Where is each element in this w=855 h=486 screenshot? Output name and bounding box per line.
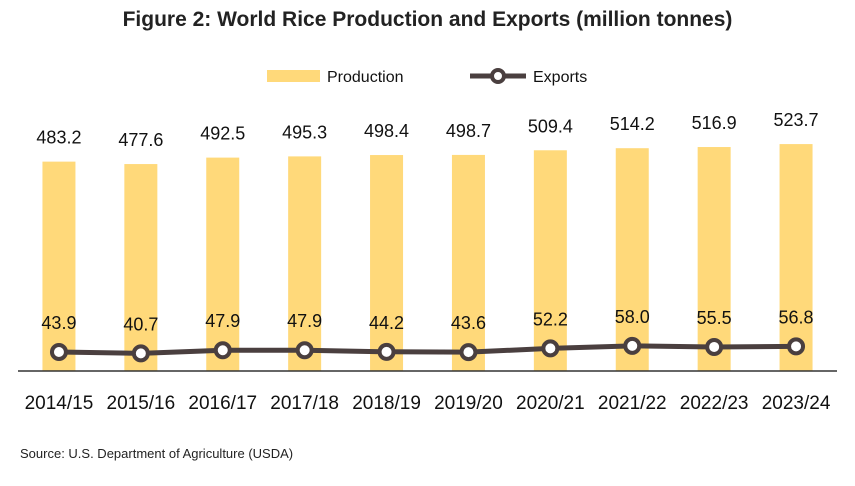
production-label-2017/18: 495.3 bbox=[282, 122, 327, 142]
exports-label-2015/16: 40.7 bbox=[123, 314, 158, 334]
exports-label-2019/20: 43.6 bbox=[451, 313, 486, 333]
exports-label-2023/24: 56.8 bbox=[779, 307, 814, 327]
x-tick-2017/18: 2017/18 bbox=[270, 393, 339, 414]
chart-area: Production Exports 483.2 477.6 492.5 495.3 4… bbox=[18, 68, 837, 414]
legend-production-label: Production bbox=[327, 69, 404, 86]
exports-marker-2015/16 bbox=[131, 344, 150, 363]
production-bar-2016/17 bbox=[206, 157, 240, 371]
production-bar-2021/22 bbox=[615, 148, 649, 371]
legend-exports-label: Exports bbox=[533, 69, 587, 86]
production-label-2020/21: 509.4 bbox=[528, 116, 573, 136]
exports-marker-2023/24 bbox=[787, 337, 806, 356]
exports-line bbox=[58, 343, 797, 356]
production-label-2014/15: 483.2 bbox=[36, 128, 81, 148]
x-tick-2022/23: 2022/23 bbox=[680, 393, 749, 414]
x-tick-2018/19: 2018/19 bbox=[352, 393, 421, 414]
x-tick-2023/24: 2023/24 bbox=[762, 393, 831, 414]
exports-label-2021/22: 58.0 bbox=[615, 307, 650, 327]
x-tick-2021/22: 2021/22 bbox=[598, 393, 667, 414]
exports-marker-2017/18 bbox=[295, 341, 314, 360]
exports-labels: 43.9 40.7 47.9 47.9 44.2 43.6 52.2 58.0 55.5 56.8 bbox=[41, 307, 813, 334]
exports-label-2016/17: 47.9 bbox=[205, 311, 240, 331]
production-bar-2020/21 bbox=[533, 150, 567, 371]
x-tick-2015/16: 2015/16 bbox=[107, 393, 176, 414]
production-bar-2018/19 bbox=[370, 155, 404, 371]
production-labels: 483.2 477.6 492.5 495.3 498.4 498.7 509.4 514.2… bbox=[36, 110, 818, 150]
exports-label-2020/21: 52.2 bbox=[533, 309, 568, 329]
exports-marker-2014/15 bbox=[49, 342, 68, 361]
chart-title: Figure 2: World Rice Production and Expo… bbox=[122, 8, 733, 31]
legend: Production Exports bbox=[267, 68, 587, 86]
x-tick-2020/21: 2020/21 bbox=[516, 393, 585, 414]
legend-production-swatch bbox=[267, 70, 320, 82]
exports-label-2022/23: 55.5 bbox=[697, 308, 732, 328]
x-tick-2019/20: 2019/20 bbox=[434, 393, 503, 414]
exports-marker-2019/20 bbox=[459, 343, 478, 362]
production-label-2019/20: 498.7 bbox=[446, 121, 491, 141]
production-bar-2019/20 bbox=[451, 154, 485, 371]
source-note: Source: U.S. Department of Agriculture (… bbox=[20, 446, 294, 461]
production-label-2016/17: 492.5 bbox=[200, 124, 245, 144]
production-label-2015/16: 477.6 bbox=[118, 130, 163, 150]
production-bar-2023/24 bbox=[779, 144, 813, 371]
production-bar-2022/23 bbox=[697, 147, 731, 371]
production-bars bbox=[42, 144, 813, 371]
x-axis-tick-labels: 2014/15 2015/16 2016/17 2017/18 2018/19 2019/… bbox=[25, 393, 831, 414]
exports-marker-2016/17 bbox=[213, 341, 232, 360]
exports-marker-2020/21 bbox=[541, 339, 560, 358]
production-label-2018/19: 498.4 bbox=[364, 121, 409, 141]
x-tick-2014/15: 2014/15 bbox=[25, 393, 94, 414]
legend-exports-marker bbox=[490, 68, 506, 84]
production-bar-2017/18 bbox=[288, 156, 322, 371]
exports-label-2018/19: 44.2 bbox=[369, 313, 404, 333]
exports-marker-2021/22 bbox=[623, 336, 642, 355]
x-tick-2016/17: 2016/17 bbox=[188, 393, 257, 414]
exports-marker-2022/23 bbox=[705, 337, 724, 356]
exports-label-2017/18: 47.9 bbox=[287, 311, 322, 331]
production-bar-2015/16 bbox=[124, 164, 158, 371]
exports-label-2014/15: 43.9 bbox=[41, 313, 76, 333]
production-label-2023/24: 523.7 bbox=[774, 110, 819, 130]
exports-markers bbox=[49, 336, 806, 363]
production-bar-2014/15 bbox=[42, 161, 76, 371]
exports-marker-2018/19 bbox=[377, 342, 396, 361]
production-label-2022/23: 516.9 bbox=[692, 113, 737, 133]
production-label-2021/22: 514.2 bbox=[610, 114, 655, 134]
